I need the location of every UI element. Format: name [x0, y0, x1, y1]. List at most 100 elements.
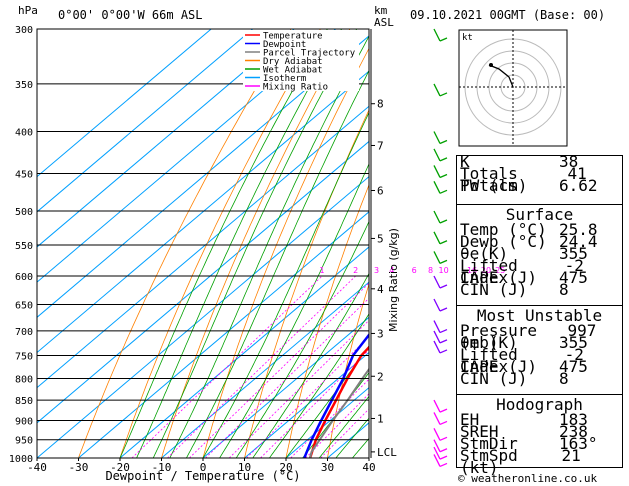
- surface-value: 355: [559, 244, 588, 263]
- most-unstable-panel: Most Unstable Pressure (mb) 997 θe (K) 355 L…: [456, 305, 623, 395]
- wind-barb-flag: [439, 259, 448, 264]
- surface-value: 8: [559, 280, 569, 299]
- pressure-tick-label: 350: [15, 80, 33, 91]
- wet-adiabat-line: [152, 29, 358, 458]
- wind-barb-staff: [433, 210, 441, 224]
- pressure-tick-label: 950: [15, 436, 33, 447]
- hodograph-unit-label: kt: [462, 33, 473, 43]
- wet-adiabat-line: [269, 313, 369, 458]
- most-unstable-label: Pressure (mb): [460, 321, 538, 352]
- most-unstable-row: CAPE (J) 475: [457, 357, 622, 376]
- mixing-ratio-line: [205, 297, 369, 458]
- wind-barb-staff: [433, 165, 441, 178]
- pressure-tick-label: 650: [15, 301, 33, 312]
- wet-adiabat-line: [136, 29, 343, 458]
- legend-label: Wet Adiabat: [263, 66, 323, 76]
- km-tick-label: 1: [377, 412, 384, 425]
- wind-barb-flag: [439, 240, 448, 245]
- wind-barb-staff: [433, 446, 441, 460]
- mixing-ratio-label: 10: [439, 266, 449, 275]
- most-unstable-label: CIN (J): [460, 369, 528, 388]
- wind-barb-staff: [433, 298, 441, 312]
- pressure-tick-label: 550: [15, 241, 33, 252]
- wind-barb-flag: [439, 139, 448, 145]
- hodograph-table-panel: Hodograph EH 183 SREH 238 StmDir 163° StmSpd (…: [456, 394, 623, 476]
- wind-barb-staff: [433, 83, 441, 97]
- isotherm-line: [37, 29, 295, 248]
- plot-frame: [36, 28, 370, 459]
- wind-barb-flag: [439, 219, 448, 224]
- hodograph-value: 183: [559, 410, 588, 429]
- km-tick-label: LCL: [377, 446, 397, 459]
- surface-row: CAPE (J) 475: [457, 268, 622, 287]
- wind-barb-flag: [439, 37, 448, 42]
- hodograph-storm-point: [489, 63, 493, 67]
- most-unstable-label: Lifted Index: [460, 345, 518, 376]
- wind-barb-staff: [433, 231, 441, 245]
- surface-label: Temp (°C): [460, 220, 547, 239]
- km-tick-label: 8: [377, 98, 384, 111]
- wind-barb-staff: [433, 320, 441, 333]
- surface-row: CIN (J) 8: [457, 280, 622, 299]
- most-unstable-value: 8: [559, 369, 569, 388]
- legend-label: Parcel Trajectory: [263, 49, 356, 59]
- wind-barb-flag: [439, 92, 448, 97]
- hodograph-value: 21: [561, 446, 581, 465]
- surface-panel: Surface Temp (°C) 25.8 Dewp (°C) 24.4 θe(K) 3…: [456, 204, 623, 306]
- wind-barb-staff: [433, 412, 441, 425]
- most-unstable-row: CIN (J) 8: [457, 369, 622, 388]
- wet-adiabat-line: [318, 395, 369, 458]
- most-unstable-label: θe (K): [460, 333, 518, 352]
- mixing-ratio-label: 8: [428, 266, 433, 275]
- x-tick-label: 30: [321, 461, 334, 474]
- wind-barb-staff: [433, 28, 441, 42]
- x-tick-label: 20: [279, 461, 292, 474]
- location-label: 0°00' 0°00'W 66m ASL: [58, 8, 203, 22]
- series-line-dewpoint: [303, 332, 369, 458]
- pressure-tick-label: 700: [15, 327, 33, 338]
- isotherm-line: [244, 351, 369, 458]
- isotherm-line: [37, 105, 369, 389]
- wind-barb-staff: [433, 340, 441, 354]
- indices-panel: K 38 Totals Totals 41 PW (cm) 6.62: [456, 154, 623, 205]
- mixing-ratio-label: 20: [481, 266, 491, 275]
- hodograph-row: StmDir 163°: [457, 436, 622, 452]
- mixing-ratio-label: 3: [374, 266, 379, 275]
- isotherm-line: [37, 175, 369, 458]
- hodograph-label: SREH: [460, 422, 499, 441]
- wind-barb-flag: [439, 307, 448, 312]
- wet-adiabat-line: [119, 29, 328, 458]
- wet-adiabat-line: [252, 272, 369, 458]
- isotherm-line: [78, 211, 369, 458]
- wet-adiabat-line: [219, 162, 369, 458]
- surface-label: CIN (J): [460, 280, 528, 299]
- wind-barb-flag: [439, 349, 448, 354]
- surface-row: Lifted Index -2: [457, 258, 622, 286]
- wind-barb-flag: [439, 448, 448, 453]
- km-tick-label: 7: [377, 139, 384, 152]
- km-tick-label: 2: [377, 370, 384, 383]
- hodograph: kt: [458, 29, 568, 147]
- legend-label: Temperature: [263, 32, 323, 42]
- x-tick-label: -40: [27, 461, 47, 474]
- wind-barb-flag: [439, 455, 448, 460]
- legend-label: Mixing Ratio: [263, 83, 328, 93]
- surface-value: 25.8: [559, 220, 598, 239]
- wind-barb-flag: [439, 462, 448, 468]
- isotherm-line: [37, 29, 254, 213]
- mixing-ratio-label: 2: [353, 266, 358, 275]
- wind-barb-flag: [439, 420, 448, 426]
- surface-title: Surface: [505, 205, 574, 224]
- pressure-tick-label: 600: [15, 272, 33, 283]
- surface-value: 475: [559, 268, 588, 287]
- wet-adiabat-line: [169, 35, 369, 458]
- pressure-tick-label: 800: [15, 374, 33, 385]
- pressure-tick-label: 400: [15, 128, 33, 139]
- surface-label: CAPE (J): [460, 268, 538, 287]
- wind-barb-staff: [433, 427, 441, 441]
- wind-barb-flag: [439, 328, 448, 334]
- pressure-tick-label: 750: [15, 351, 33, 362]
- most-unstable-value: 475: [559, 357, 588, 376]
